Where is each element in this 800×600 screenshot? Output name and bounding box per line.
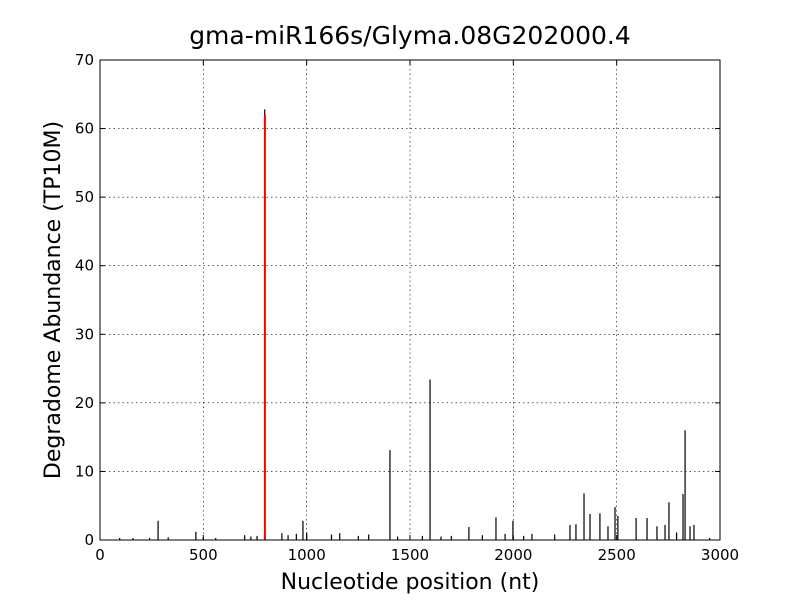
- y-tick-label: 20: [75, 394, 94, 412]
- y-tick-label: 40: [75, 257, 94, 275]
- x-tick-label: 1500: [391, 546, 429, 564]
- x-tick-label: 2500: [598, 546, 636, 564]
- x-tick-label: 0: [95, 546, 105, 564]
- y-tick-label: 30: [75, 325, 94, 343]
- y-axis-label: Degradome Abundance (TP10M): [41, 121, 66, 479]
- chart-title: gma-miR166s/Glyma.08G202000.4: [189, 21, 631, 50]
- y-tick-label: 70: [75, 51, 94, 69]
- x-axis-label: Nucleotide position (nt): [281, 570, 540, 595]
- x-tick-label: 500: [189, 546, 218, 564]
- y-tick-label: 60: [75, 120, 94, 138]
- x-tick-label: 2000: [494, 546, 532, 564]
- y-tick-label: 10: [75, 462, 94, 480]
- x-tick-label: 3000: [701, 546, 739, 564]
- y-tick-label: 0: [84, 531, 94, 549]
- x-tick-label: 1000: [288, 546, 326, 564]
- y-tick-label: 50: [75, 188, 94, 206]
